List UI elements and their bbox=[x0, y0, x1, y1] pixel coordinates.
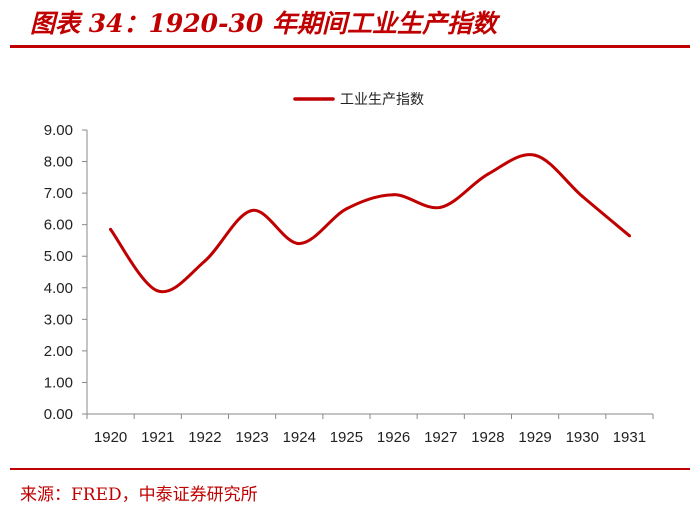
data-point bbox=[344, 207, 348, 211]
series-line-0 bbox=[109, 153, 631, 294]
legend: 工业生产指数 bbox=[293, 92, 424, 108]
data-point bbox=[156, 289, 160, 293]
data-point bbox=[580, 194, 584, 198]
data-point bbox=[250, 208, 254, 212]
x-tick-label: 1926 bbox=[377, 429, 410, 446]
y-axis: 0.00 1.00 2.00 3.00 4.00 5.00 6.00 7.00 8.00 9.00 bbox=[44, 122, 88, 423]
x-tick-label: 1927 bbox=[424, 429, 457, 446]
x-tick-label: 1931 bbox=[613, 429, 646, 446]
y-tick-label: 0.00 bbox=[44, 406, 73, 423]
source-note: 来源：FRED，中泰证券研究所 bbox=[20, 485, 258, 505]
plot-area bbox=[109, 153, 631, 294]
y-tick-label: 3.00 bbox=[44, 311, 73, 328]
data-point bbox=[439, 205, 443, 209]
x-tick-label: 1923 bbox=[235, 429, 268, 446]
x-tick-label: 1929 bbox=[518, 429, 551, 446]
x-tick-label: 1930 bbox=[566, 429, 599, 446]
title-rule bbox=[10, 45, 690, 48]
y-tick-label: 8.00 bbox=[44, 154, 73, 171]
data-point bbox=[392, 193, 396, 197]
y-tick-label: 7.00 bbox=[44, 185, 73, 202]
data-point bbox=[627, 234, 631, 238]
data-point bbox=[486, 172, 490, 176]
x-tick-label: 1925 bbox=[330, 429, 363, 446]
x-tick-label: 1921 bbox=[141, 429, 174, 446]
legend-label-series-0: 工业生产指数 bbox=[340, 92, 424, 108]
x-axis: 1920 1921 1922 1923 1924 1925 1926 1927 1928 1929… bbox=[86, 413, 654, 446]
data-point bbox=[203, 259, 207, 263]
y-tick-label: 2.00 bbox=[44, 343, 73, 360]
y-tick-label: 6.00 bbox=[44, 217, 73, 234]
y-tick-label: 4.00 bbox=[44, 280, 73, 297]
data-point bbox=[109, 227, 113, 231]
footer-rule bbox=[10, 468, 690, 470]
x-tick-label: 1922 bbox=[188, 429, 221, 446]
x-tick-label: 1920 bbox=[94, 429, 127, 446]
data-point bbox=[297, 242, 301, 246]
y-tick-label: 5.00 bbox=[44, 248, 73, 265]
x-tick-label: 1928 bbox=[471, 429, 504, 446]
data-point bbox=[533, 153, 537, 157]
y-tick-label: 9.00 bbox=[44, 122, 73, 139]
figure-title: 图表 34：1920-30 年期间工业生产指数 bbox=[30, 9, 497, 38]
x-tick-label: 1924 bbox=[283, 429, 316, 446]
y-tick-label: 1.00 bbox=[44, 374, 73, 391]
